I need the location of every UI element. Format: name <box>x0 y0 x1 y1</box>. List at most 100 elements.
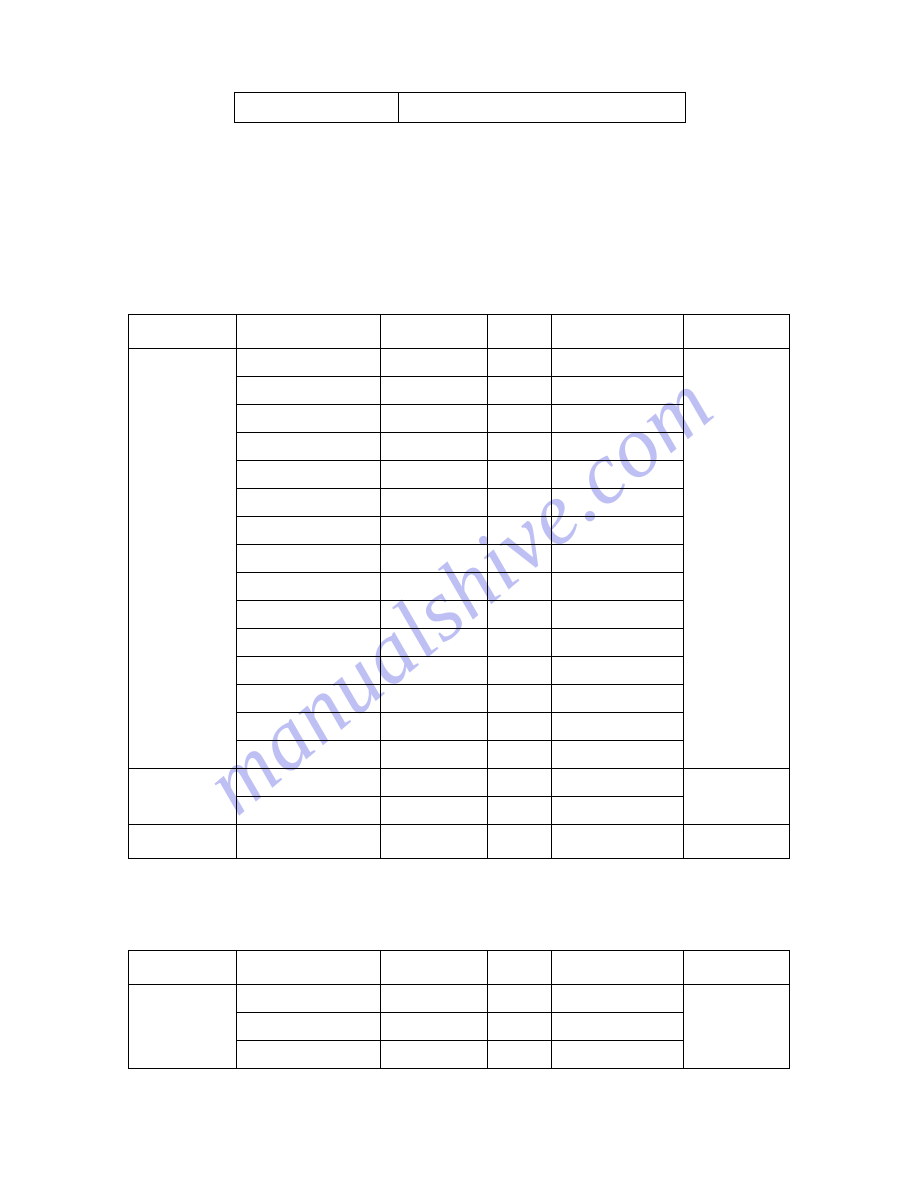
table-cell <box>236 433 380 461</box>
table-cell <box>236 797 380 825</box>
table-cell <box>236 1041 380 1069</box>
table-cell <box>236 629 380 657</box>
table-cell <box>236 769 380 797</box>
bottom-header-c3 <box>380 951 488 985</box>
top-cell-1 <box>235 93 399 123</box>
table-cell <box>552 985 684 1013</box>
table-cell <box>236 405 380 433</box>
table-cell <box>488 769 552 797</box>
main-group2-col1 <box>129 769 237 825</box>
bottom-body-col1 <box>129 985 237 1069</box>
table-cell <box>552 1041 684 1069</box>
table-cell <box>552 629 684 657</box>
table-cell <box>488 545 552 573</box>
table-cell <box>380 545 488 573</box>
main-footer-c6 <box>684 825 790 859</box>
table-cell <box>380 433 488 461</box>
main-header-c1 <box>129 315 237 349</box>
table-cell <box>380 1041 488 1069</box>
table-cell <box>552 433 684 461</box>
table-cell <box>488 573 552 601</box>
table-cell <box>552 517 684 545</box>
main-header-c5 <box>552 315 684 349</box>
table-cell <box>488 1013 552 1041</box>
table-cell <box>236 461 380 489</box>
table-cell <box>380 741 488 769</box>
bottom-body-col6 <box>684 985 790 1069</box>
main-footer-c1 <box>129 825 237 859</box>
main-table <box>128 314 790 859</box>
table-cell <box>236 489 380 517</box>
bottom-header-c2 <box>236 951 380 985</box>
main-header-c6 <box>684 315 790 349</box>
table-cell <box>488 349 552 377</box>
table-cell <box>488 377 552 405</box>
table-cell <box>488 1041 552 1069</box>
table-cell <box>236 713 380 741</box>
table-cell <box>552 573 684 601</box>
table-cell <box>552 741 684 769</box>
main-footer-c2 <box>236 825 380 859</box>
table-cell <box>552 377 684 405</box>
table-cell <box>380 405 488 433</box>
table-cell <box>552 545 684 573</box>
main-group2-col6 <box>684 769 790 825</box>
table-cell <box>380 1013 488 1041</box>
table-cell <box>236 517 380 545</box>
table-cell <box>380 377 488 405</box>
table-cell <box>552 601 684 629</box>
table-cell <box>380 797 488 825</box>
main-header-c3 <box>380 315 488 349</box>
table-cell <box>552 685 684 713</box>
table-cell <box>488 461 552 489</box>
table-cell <box>552 797 684 825</box>
bottom-header-c1 <box>129 951 237 985</box>
table-cell <box>236 1013 380 1041</box>
main-footer-c3 <box>380 825 488 859</box>
table-cell <box>380 769 488 797</box>
main-footer-c5 <box>552 825 684 859</box>
table-cell <box>380 489 488 517</box>
top-cell-2 <box>398 93 685 123</box>
main-header-c4 <box>488 315 552 349</box>
main-body-col1 <box>129 349 237 769</box>
bottom-header-c6 <box>684 951 790 985</box>
table-cell <box>380 713 488 741</box>
table-cell <box>380 461 488 489</box>
table-cell <box>380 517 488 545</box>
table-cell <box>380 601 488 629</box>
main-header-c2 <box>236 315 380 349</box>
table-cell <box>236 377 380 405</box>
table-cell <box>552 349 684 377</box>
main-footer-c4 <box>488 825 552 859</box>
table-cell <box>236 601 380 629</box>
table-cell <box>380 629 488 657</box>
table-cell <box>488 601 552 629</box>
table-cell <box>380 573 488 601</box>
bottom-table <box>128 950 790 1069</box>
table-cell <box>488 797 552 825</box>
table-cell <box>488 489 552 517</box>
table-cell <box>380 985 488 1013</box>
bottom-header-c5 <box>552 951 684 985</box>
table-cell <box>488 405 552 433</box>
table-cell <box>552 657 684 685</box>
table-cell <box>236 573 380 601</box>
table-cell <box>488 657 552 685</box>
table-cell <box>380 685 488 713</box>
table-cell <box>236 349 380 377</box>
table-cell <box>552 769 684 797</box>
table-cell <box>488 629 552 657</box>
table-cell <box>552 713 684 741</box>
table-cell <box>380 349 488 377</box>
table-cell <box>488 433 552 461</box>
table-cell <box>552 405 684 433</box>
table-cell <box>236 657 380 685</box>
bottom-header-c4 <box>488 951 552 985</box>
table-cell <box>552 461 684 489</box>
table-cell <box>552 489 684 517</box>
table-cell <box>236 741 380 769</box>
table-cell <box>488 517 552 545</box>
main-body-col6 <box>684 349 790 769</box>
table-cell <box>236 685 380 713</box>
